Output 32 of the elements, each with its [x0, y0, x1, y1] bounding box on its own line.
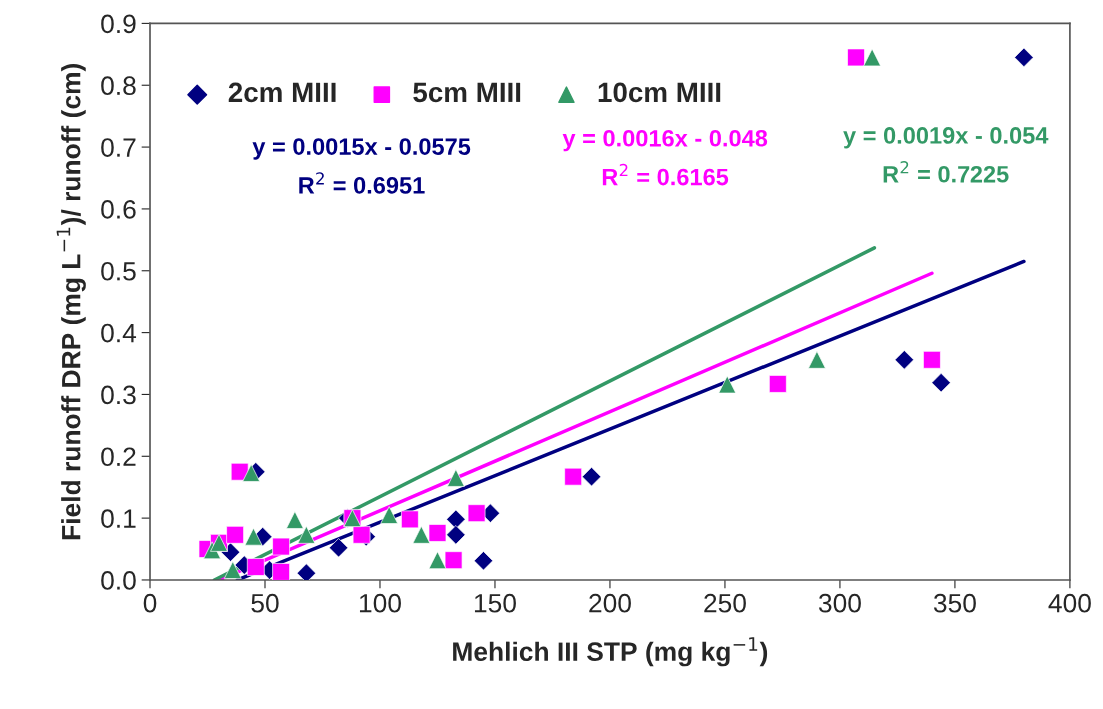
y-axis-title: Field runoff DRP (mg L$^{−1}$)/ runoff (cm) — [56, 63, 86, 540]
y-tick-label: 0.2 — [101, 447, 136, 467]
annotation: R$^{2}$ = 0.7225 — [883, 161, 1009, 183]
x-tick-label: 250 — [704, 593, 746, 613]
point — [446, 525, 466, 545]
legend-label: 2cm MIII — [228, 82, 336, 103]
y-tick-label: 0.6 — [101, 200, 136, 219]
y-tick-label: 0.3 — [101, 385, 136, 405]
annotation: y = 0.0015x - 0.0575 — [252, 138, 471, 160]
x-tick-label: 350 — [933, 593, 976, 613]
y-tick-label: 0.8 — [101, 76, 136, 96]
y-tick-label: 0.1 — [101, 509, 136, 528]
x-tick-label: 100 — [359, 593, 401, 613]
y-tick-label: 0.7 — [101, 138, 136, 157]
x-tick-label: 150 — [474, 593, 516, 613]
x-tick-label: 300 — [818, 593, 861, 613]
annotation: y = 0.0016x - 0.048 — [562, 129, 768, 152]
x-tick-label: 400 — [1048, 593, 1091, 613]
y-tick-label: 0.0 — [101, 571, 136, 590]
point — [296, 563, 317, 580]
y-tick-label: 0.9 — [101, 14, 136, 34]
annotation: R$^{2}$ = 0.6951 — [299, 172, 425, 194]
x-tick-label: 0 — [143, 593, 157, 613]
y-tick-label: 0.5 — [101, 261, 136, 281]
legend-label: 5cm MIII — [413, 82, 521, 103]
x-tick-label: 200 — [589, 593, 631, 613]
x-tick-label: 50 — [251, 593, 279, 613]
y-tick-label: 0.4 — [101, 323, 137, 343]
x-axis-title: Mehlich III STP (mg kg$^{−1}$) — [453, 637, 768, 667]
annotation: y = 0.0019x - 0.054 — [843, 127, 1049, 149]
annotation: R$^{2}$ = 0.6165 — [602, 163, 729, 186]
legend-label: 10cm MIII — [598, 82, 721, 103]
